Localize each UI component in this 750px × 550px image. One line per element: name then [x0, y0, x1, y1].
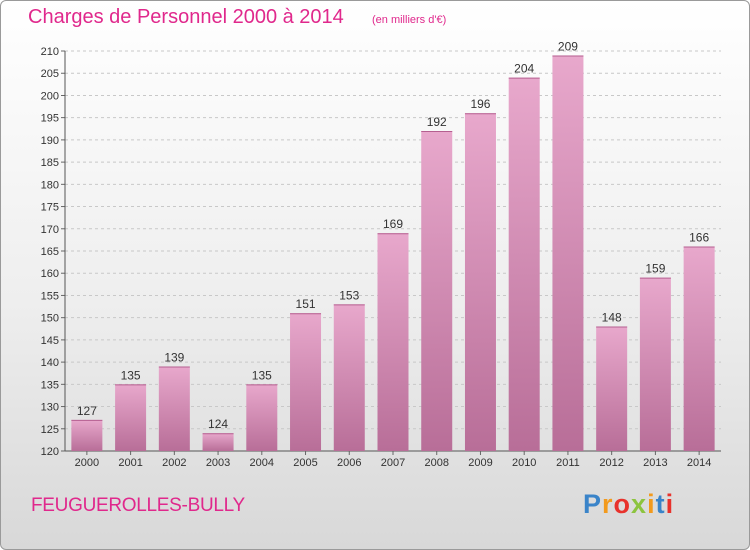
bar	[202, 433, 234, 451]
logo-letter: o	[613, 489, 632, 519]
data-label: 139	[164, 351, 184, 365]
bar	[290, 313, 322, 451]
logo-letter: t	[655, 489, 666, 519]
logo-letter: i	[647, 489, 656, 519]
y-tick-label: 130	[41, 402, 59, 414]
data-label: 209	[558, 39, 578, 53]
y-tick-label: 180	[41, 179, 59, 191]
y-tick-label: 205	[41, 68, 59, 80]
bar	[246, 384, 278, 451]
y-tick-label: 165	[41, 246, 59, 258]
x-tick-label: 2013	[643, 457, 667, 469]
x-tick-label: 2003	[206, 457, 230, 469]
bar	[115, 384, 147, 451]
data-label: 192	[427, 115, 447, 129]
data-label: 135	[121, 368, 141, 382]
data-label: 135	[252, 368, 272, 382]
y-tick-label: 200	[41, 90, 59, 102]
bar	[508, 77, 540, 452]
x-tick-label: 2008	[424, 457, 448, 469]
y-tick-label: 155	[41, 290, 59, 302]
y-tick-label: 125	[41, 424, 59, 436]
data-label: 196	[470, 97, 490, 111]
logo-letter: x	[631, 489, 648, 519]
data-label: 148	[602, 311, 622, 325]
logo-letter: P	[583, 489, 603, 519]
data-label: 166	[689, 231, 709, 245]
y-tick-label: 120	[41, 446, 59, 458]
bar	[158, 366, 190, 451]
data-label: 204	[514, 62, 534, 76]
bar	[464, 113, 496, 451]
town-name: FEUGUEROLLES-BULLY	[31, 495, 245, 516]
proxiti-logo: Proxiti	[583, 489, 674, 520]
data-label: 153	[339, 288, 359, 302]
logo-letter: r	[602, 489, 614, 519]
data-label: 127	[77, 404, 97, 418]
x-tick-label: 2009	[468, 457, 492, 469]
bars	[71, 55, 715, 452]
chart-subtitle: (en milliers d'€)	[372, 14, 447, 26]
data-labels: 127 135 139 124 135 151 153 169 192 196 204 209 148 1…	[77, 39, 710, 431]
data-label: 169	[383, 217, 403, 231]
bar	[71, 419, 103, 451]
data-label: 151	[296, 297, 316, 311]
y-tick-label: 170	[41, 224, 59, 236]
bar	[596, 326, 628, 451]
x-tick-label: 2001	[118, 457, 142, 469]
y-tick-label: 190	[41, 135, 59, 147]
chart-title: Charges de Personnel 2000 à 2014	[28, 6, 344, 28]
y-tick-label: 175	[41, 202, 59, 214]
x-tick-label: 2012	[599, 457, 623, 469]
x-tick-label: 2006	[337, 457, 361, 469]
x-tick-label: 2004	[250, 457, 274, 469]
bar	[683, 246, 715, 451]
x-tick-label: 2000	[75, 457, 99, 469]
y-tick-label: 140	[41, 357, 59, 369]
x-tick-label: 2011	[556, 457, 580, 469]
x-tick-label: 2010	[512, 457, 536, 469]
y-tick-label: 150	[41, 313, 59, 325]
data-label: 159	[645, 262, 665, 276]
bar	[552, 55, 584, 451]
x-tick-label: 2014	[687, 457, 711, 469]
y-tick-label: 145	[41, 335, 59, 347]
logo-letter: i	[665, 489, 675, 519]
bar	[639, 277, 671, 451]
bar	[421, 131, 453, 451]
y-tick-label: 210	[41, 46, 59, 58]
y-tick-label: 195	[41, 113, 59, 125]
y-tick-label: 160	[41, 268, 59, 280]
bar	[377, 233, 409, 451]
x-tick-label: 2002	[162, 457, 186, 469]
bar	[333, 304, 365, 451]
data-label: 124	[208, 417, 228, 431]
x-tick-label: 2005	[293, 457, 317, 469]
y-tick-label: 185	[41, 157, 59, 169]
y-tick-label: 135	[41, 379, 59, 391]
x-tick-label: 2007	[381, 457, 405, 469]
